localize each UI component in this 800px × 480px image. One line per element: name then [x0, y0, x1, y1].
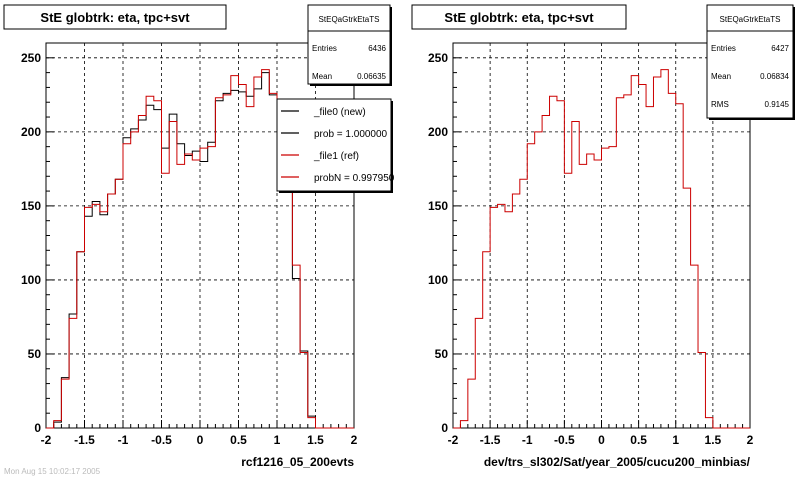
stats-value: 0.06635	[357, 72, 386, 81]
legend-label: _file0 (new)	[313, 107, 366, 118]
legend-label: prob = 1.000000	[314, 129, 388, 140]
x-tick-label: -2	[448, 433, 459, 447]
stats-box	[307, 4, 391, 85]
stats-value: 0.06834	[760, 72, 789, 81]
x-tick-label: 1.5	[307, 433, 324, 447]
title-box	[411, 4, 627, 30]
y-tick-label: 50	[435, 347, 449, 361]
x-axis-label: rcf1216_05_200evts	[241, 455, 354, 469]
x-tick-label: -1	[118, 433, 129, 447]
y-tick-label: 250	[21, 51, 41, 65]
x-tick-label: 0.5	[630, 433, 647, 447]
footer-timestamp: Mon Aug 15 10:02:17 2005	[4, 467, 101, 476]
y-tick-label: 100	[428, 273, 448, 287]
chart-title: StE globtrk: eta, tpc+svt	[40, 10, 190, 25]
chart-panel-2: -2 -1.5 -1 -0.5 0 0.5 1 1.5 2 0 50 100 150 200 250 StE …	[411, 4, 795, 469]
x-tick-label: 1	[672, 433, 679, 447]
chart-panel-1: -2 -1.5 -1 -0.5 0 0.5 1 1.5 2 0 50 100 150 200 250 StE …	[3, 4, 395, 469]
stats-label: Entries	[312, 44, 337, 53]
chart-title: StE globtrk: eta, tpc+svt	[444, 10, 594, 25]
stats-label: Mean	[711, 72, 731, 81]
y-tick-label: 0	[34, 421, 41, 435]
x-tick-label: 1.5	[705, 433, 722, 447]
histogram-series-1	[453, 69, 750, 429]
x-tick-label: 0.5	[230, 433, 247, 447]
x-axis-label: dev/trs_sl302/Sat/year_2005/cucu200_minb…	[484, 455, 751, 469]
y-tick-label: 200	[21, 125, 41, 139]
stats-value: 6436	[368, 44, 386, 53]
stats-box	[706, 4, 794, 119]
stats-name: StEQaGtrkEtaTS	[319, 15, 380, 24]
x-tick-label: 2	[747, 433, 754, 447]
stats-value: 6427	[771, 44, 789, 53]
title-box	[3, 4, 227, 30]
stats-label: Mean	[312, 72, 332, 81]
legend-label: probN = 0.997950	[314, 173, 395, 184]
stats-label: RMS	[711, 100, 729, 109]
y-tick-label: 150	[428, 199, 448, 213]
y-tick-label: 200	[428, 125, 448, 139]
y-tick-label: 100	[21, 273, 41, 287]
x-tick-label: 0	[598, 433, 605, 447]
x-tick-label: -1	[522, 433, 533, 447]
stats-name: StEQaGtrkEtaTS	[720, 15, 781, 24]
x-tick-label: -2	[41, 433, 52, 447]
y-tick-label: 50	[28, 347, 42, 361]
y-tick-label: 0	[441, 421, 448, 435]
stats-value: 0.9145	[765, 100, 790, 109]
legend: _file0 (new) prob = 1.000000 _file1 (ref) p…	[276, 98, 395, 192]
x-tick-label: 0	[197, 433, 204, 447]
histogram-line	[453, 69, 750, 429]
y-tick-label: 250	[428, 51, 448, 65]
x-tick-label: 2	[351, 433, 358, 447]
stats-label: Entries	[711, 44, 736, 53]
x-tick-label: -1.5	[74, 433, 95, 447]
x-tick-label: -1.5	[480, 433, 501, 447]
x-tick-label: -0.5	[554, 433, 575, 447]
x-tick-label: -0.5	[151, 433, 172, 447]
y-tick-label: 150	[21, 199, 41, 213]
legend-box	[276, 98, 392, 192]
x-tick-label: 1	[274, 433, 281, 447]
legend-label: _file1 (ref)	[313, 151, 359, 162]
